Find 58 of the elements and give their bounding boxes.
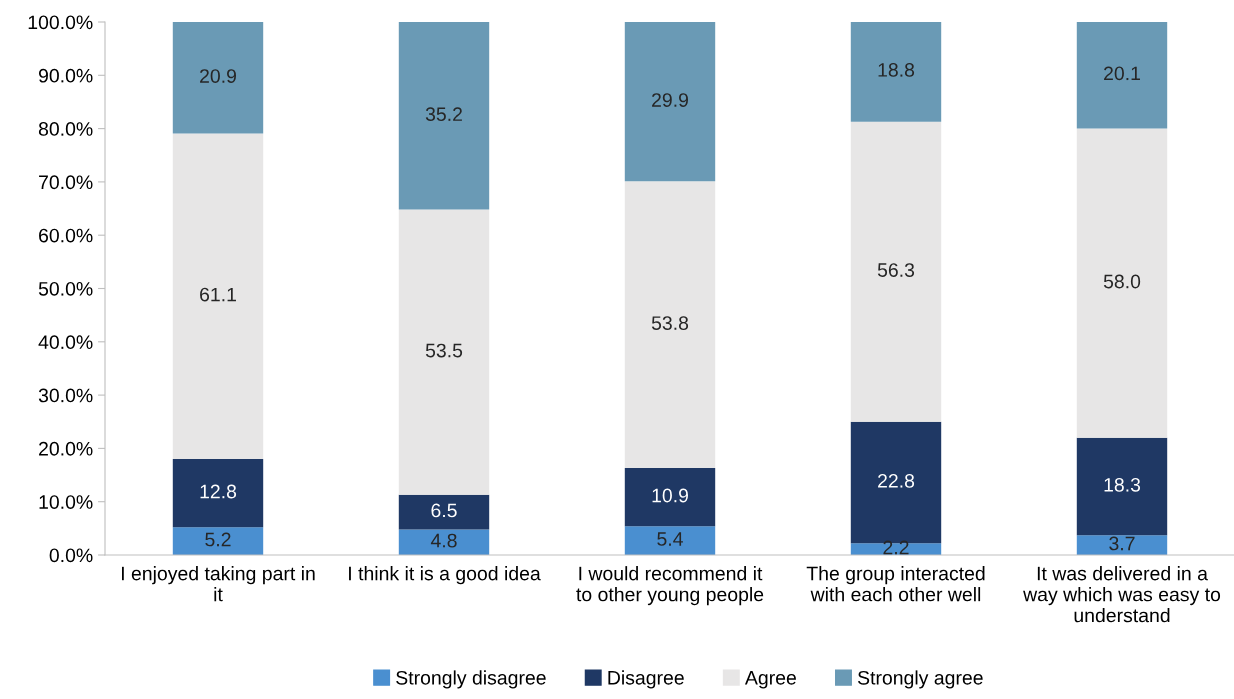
data-label: 53.8 xyxy=(651,316,689,330)
y-tick-label: 10.0% xyxy=(39,495,93,509)
y-tick-label: 80.0% xyxy=(38,122,93,136)
y-tick-label: 40.0% xyxy=(38,335,93,350)
data-label: 35.2 xyxy=(425,107,462,122)
bar xyxy=(1076,128,1168,438)
bar xyxy=(1076,437,1168,536)
bar xyxy=(624,526,716,555)
bar xyxy=(172,22,264,134)
data-label: 22.8 xyxy=(878,473,915,488)
legend-label: Strongly agree xyxy=(857,670,983,689)
bar xyxy=(624,181,716,469)
y-tick-label: 90.0% xyxy=(38,68,93,83)
data-label: 53.5 xyxy=(425,343,463,358)
data-label: 58.0 xyxy=(1103,274,1141,289)
x-tick-label: The group interacted with each other well xyxy=(806,566,985,602)
y-tick-label: 60.0% xyxy=(39,228,93,243)
data-label: 20.9 xyxy=(200,69,236,83)
data-label: 12.8 xyxy=(200,484,237,499)
bar xyxy=(398,494,490,530)
data-label: 4.8 xyxy=(430,533,457,548)
bar xyxy=(624,22,716,182)
bar xyxy=(172,459,264,528)
bar xyxy=(1076,535,1168,555)
data-label: 2.2 xyxy=(883,540,909,555)
data-label: 6.5 xyxy=(431,503,457,518)
bar xyxy=(172,527,264,555)
data-label: 10.9 xyxy=(652,488,688,503)
data-label: 3.7 xyxy=(1109,536,1135,551)
data-label: 5.2 xyxy=(205,532,231,547)
x-tick-label: I think it is a good idea xyxy=(349,566,541,585)
x-tick-label: It was delivered in a way which was easy to understand xyxy=(1023,566,1221,623)
y-tick-label: 30.0% xyxy=(38,388,93,403)
bar xyxy=(398,22,490,210)
data-label: 56.3 xyxy=(877,263,915,277)
y-tick-label: 0.0% xyxy=(49,548,93,563)
data-label: 5.4 xyxy=(657,532,683,546)
y-tick-label: 100.0% xyxy=(28,15,93,30)
x-tick-label: I would recommend it to other young people xyxy=(576,566,764,606)
bar xyxy=(850,121,942,422)
bar xyxy=(624,468,716,527)
legend-label: Strongly disagree xyxy=(396,670,546,689)
bar xyxy=(398,209,490,495)
y-tick-label: 20.0% xyxy=(39,441,93,456)
bar xyxy=(398,529,490,555)
data-label: 18.8 xyxy=(878,63,915,77)
data-label: 29.9 xyxy=(652,93,688,107)
data-label: 18.3 xyxy=(1104,477,1141,492)
x-tick-label: I enjoyed taking part in it xyxy=(121,566,315,602)
data-label: 20.1 xyxy=(1104,66,1140,81)
y-tick-label: 70.0% xyxy=(39,175,93,190)
data-label: 61.1 xyxy=(200,287,236,302)
bar xyxy=(172,133,264,460)
bar xyxy=(1076,22,1168,129)
y-tick-label: 50.0% xyxy=(38,281,93,296)
legend-label: Disagree xyxy=(608,670,684,689)
legend-label: Agree xyxy=(744,671,796,689)
bar xyxy=(850,22,942,122)
